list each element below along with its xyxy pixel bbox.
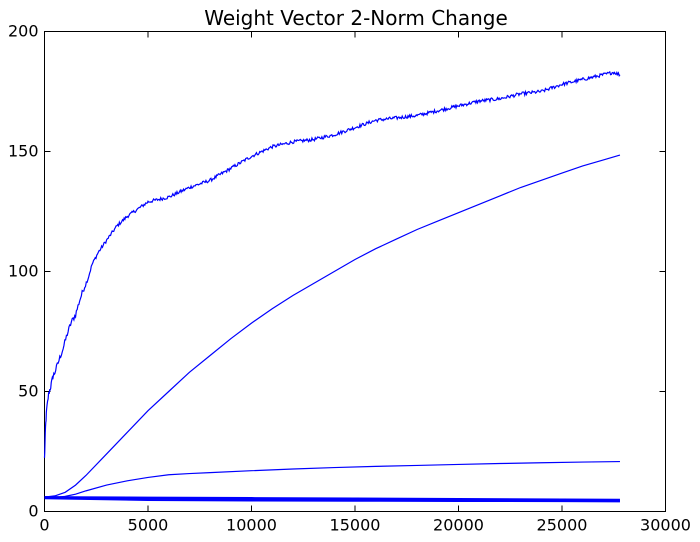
plot-area-frame — [44, 31, 666, 512]
axis-ticks: 0 5000 10000 15000 20000 25000 30000 0 50 100 150 2… — [8, 22, 691, 535]
series-line-3 — [44, 460, 620, 499]
series-group — [43, 70, 621, 503]
y-tick-label: 200 — [8, 22, 39, 41]
series-line-2 — [44, 154, 621, 498]
x-tick-label: 0 — [39, 516, 49, 535]
x-tick-label: 25000 — [537, 516, 588, 535]
x-tick-label: 20000 — [433, 516, 484, 535]
series-line-1 — [43, 70, 621, 458]
chart-title: Weight Vector 2-Norm Change — [204, 6, 508, 30]
x-tick-label: 30000 — [640, 516, 691, 535]
x-tick-label: 10000 — [226, 516, 277, 535]
x-tick-label: 5000 — [128, 516, 169, 535]
y-tick-label: 50 — [18, 382, 38, 401]
y-tick-label: 0 — [28, 502, 38, 521]
y-tick-label: 100 — [8, 262, 39, 281]
series-line-6 — [44, 497, 620, 503]
y-tick-label: 150 — [8, 142, 39, 161]
x-tick-label: 15000 — [330, 516, 381, 535]
